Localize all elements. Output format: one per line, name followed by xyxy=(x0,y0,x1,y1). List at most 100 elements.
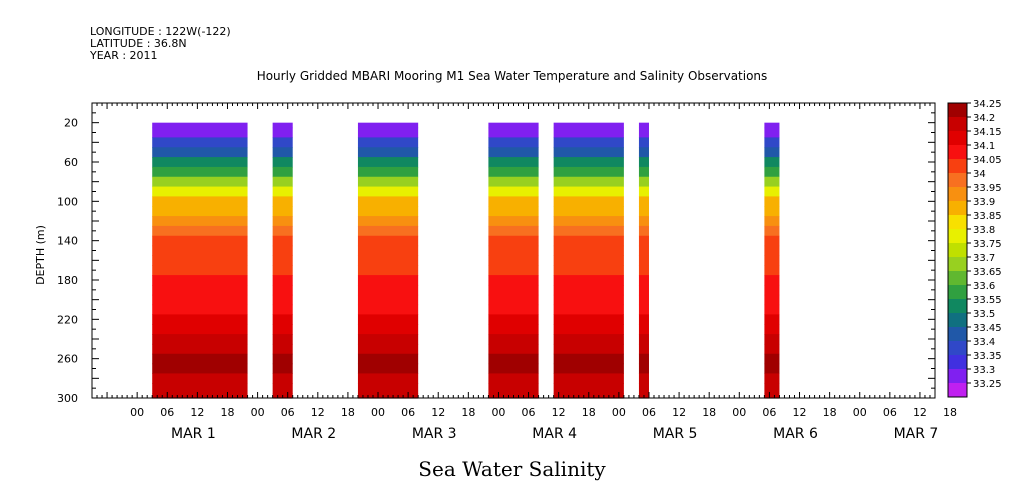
salinity-cell xyxy=(638,343,649,355)
salinity-cell xyxy=(553,383,624,394)
salinity-cell xyxy=(488,284,539,296)
salinity-cell xyxy=(638,245,649,257)
salinity-cell xyxy=(638,166,649,178)
salinity-cell xyxy=(553,245,624,257)
colorbar-label: 33.35 xyxy=(973,351,1002,362)
salinity-cell xyxy=(488,216,539,227)
salinity-cell xyxy=(488,122,539,129)
salinity-cell xyxy=(553,196,624,207)
colorbar-swatch xyxy=(948,187,967,202)
x-tick-label: 12 xyxy=(913,406,927,419)
salinity-cell xyxy=(638,363,649,375)
x-tick-label: 06 xyxy=(883,406,897,419)
salinity-cell xyxy=(152,147,248,158)
salinity-cell xyxy=(152,393,248,399)
salinity-cell xyxy=(357,176,419,188)
salinity-cell xyxy=(638,196,649,207)
salinity-cell xyxy=(272,353,293,365)
salinity-cell xyxy=(488,275,539,286)
salinity-cell xyxy=(357,127,419,139)
salinity-cell xyxy=(638,225,649,237)
salinity-cell xyxy=(764,284,780,296)
colorbar-label: 34.15 xyxy=(973,127,1002,138)
salinity-cell xyxy=(638,216,649,227)
salinity-cell xyxy=(553,343,624,355)
y-tick-label: 180 xyxy=(57,274,78,287)
salinity-cell xyxy=(357,255,419,266)
colorbar-label: 34 xyxy=(973,169,986,180)
salinity-cell xyxy=(764,137,780,148)
salinity-cell xyxy=(272,373,293,384)
salinity-cell xyxy=(553,225,624,237)
latitude-label: LATITUDE : 36.8N xyxy=(90,37,187,50)
salinity-cell xyxy=(764,127,780,139)
salinity-cell xyxy=(357,157,419,168)
salinity-cell xyxy=(488,245,539,257)
salinity-cell xyxy=(488,353,539,365)
salinity-cell xyxy=(638,186,649,198)
salinity-cell xyxy=(553,363,624,375)
salinity-cell xyxy=(357,245,419,257)
salinity-cell xyxy=(553,166,624,178)
colorbar-label: 33.7 xyxy=(973,253,995,264)
salinity-cell xyxy=(553,206,624,217)
colorbar-swatch xyxy=(948,271,967,286)
salinity-cell xyxy=(272,294,293,306)
salinity-cell xyxy=(357,304,419,316)
salinity-cell xyxy=(764,157,780,168)
salinity-cell xyxy=(764,122,780,129)
salinity-cell xyxy=(553,147,624,158)
salinity-cell xyxy=(357,383,419,394)
salinity-cell xyxy=(152,157,248,168)
salinity-cell xyxy=(553,265,624,276)
salinity-cell xyxy=(272,206,293,217)
colorbar-label: 34.05 xyxy=(973,155,1002,166)
x-tick-label: 12 xyxy=(672,406,686,419)
colorbar-label: 33.65 xyxy=(973,267,1002,278)
salinity-cell xyxy=(272,127,293,139)
salinity-cell xyxy=(764,353,780,365)
salinity-cell xyxy=(764,225,780,237)
salinity-cell xyxy=(638,265,649,276)
salinity-cell xyxy=(764,314,780,325)
salinity-cell xyxy=(488,363,539,375)
x-tick-label: 18 xyxy=(461,406,475,419)
colorbar-label: 33.3 xyxy=(973,365,995,376)
x-tick-label: 18 xyxy=(220,406,234,419)
salinity-cell xyxy=(764,304,780,316)
salinity-cell xyxy=(357,225,419,237)
salinity-cell xyxy=(488,304,539,316)
salinity-cell xyxy=(764,235,780,247)
x-tick-label: 00 xyxy=(732,406,746,419)
salinity-cell xyxy=(488,265,539,276)
y-tick-label: 100 xyxy=(57,195,78,208)
salinity-cell xyxy=(638,137,649,148)
salinity-cell xyxy=(272,275,293,286)
salinity-cell xyxy=(553,314,624,325)
colorbar-swatch xyxy=(948,355,967,370)
salinity-cell xyxy=(152,196,248,207)
salinity-cell xyxy=(553,324,624,335)
colorbar-swatch xyxy=(948,201,967,216)
salinity-cell xyxy=(152,284,248,296)
salinity-cell xyxy=(272,225,293,237)
salinity-cell xyxy=(764,275,780,286)
salinity-cell xyxy=(272,235,293,247)
salinity-cell xyxy=(272,147,293,158)
y-axis-label: DEPTH (m) xyxy=(34,225,47,285)
salinity-cell xyxy=(553,235,624,247)
y-tick-label: 220 xyxy=(57,313,78,326)
plot-data-area xyxy=(152,122,780,399)
salinity-cell xyxy=(638,206,649,217)
salinity-cell xyxy=(638,314,649,325)
colorbar-label: 33.9 xyxy=(973,197,995,208)
salinity-cell xyxy=(488,176,539,188)
salinity-cell xyxy=(152,166,248,178)
salinity-cell xyxy=(272,314,293,325)
salinity-cell xyxy=(272,245,293,257)
colorbar-swatch xyxy=(948,215,967,230)
data-segment xyxy=(764,122,780,399)
salinity-cell xyxy=(638,284,649,296)
colorbar-label: 33.85 xyxy=(973,211,1002,222)
